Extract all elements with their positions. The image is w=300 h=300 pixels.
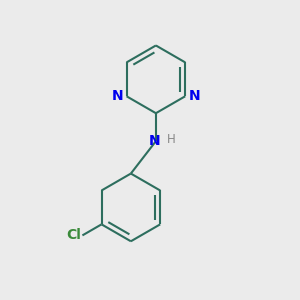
Text: N: N <box>111 89 123 103</box>
Text: N: N <box>148 134 160 148</box>
Text: Cl: Cl <box>66 228 81 242</box>
Text: H: H <box>167 133 176 146</box>
Text: N: N <box>189 89 200 103</box>
